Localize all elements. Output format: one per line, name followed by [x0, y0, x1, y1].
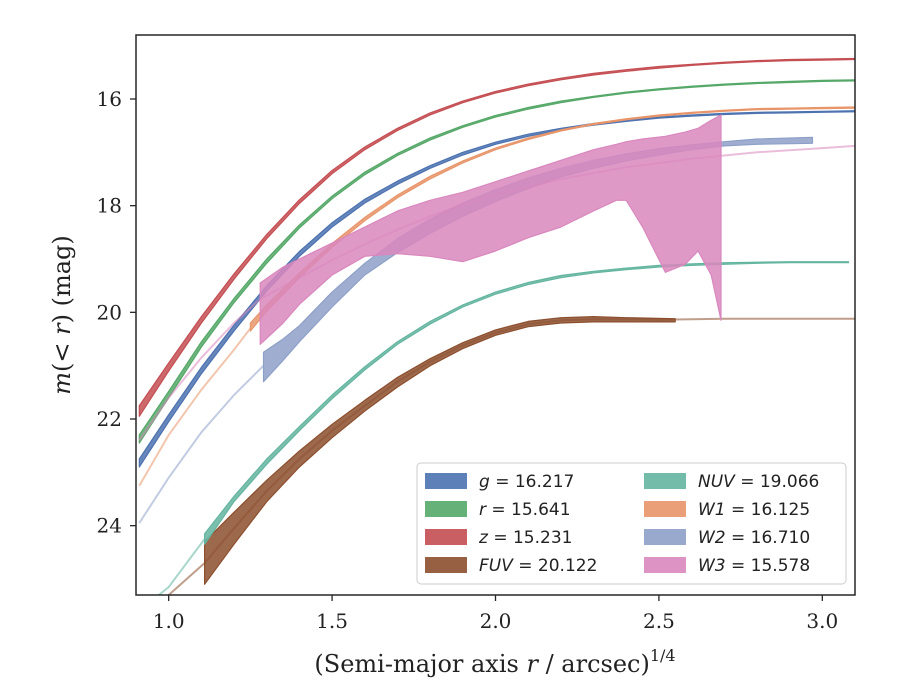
legend-label: g = 16.217	[479, 472, 574, 492]
legend-swatch	[425, 501, 467, 517]
legend-item-z: z = 15.231	[425, 528, 572, 548]
legend-swatch	[644, 473, 686, 489]
legend: g = 16.217 r = 15.641 z = 15.231 FUV = 20.1…	[416, 462, 847, 585]
series-z-band	[138, 57, 855, 417]
series-w3	[138, 114, 855, 441]
series-fuv-band	[204, 316, 676, 585]
x-tick-label: 3.0	[806, 609, 838, 633]
series-g	[138, 110, 855, 468]
legend-swatch	[425, 529, 467, 545]
legend-frame	[416, 462, 847, 585]
y-tick-label: 18	[97, 194, 122, 218]
legend-item-r: r = 15.641	[425, 500, 571, 520]
series-w3-band	[259, 114, 722, 345]
y-tick-label: 20	[97, 300, 122, 324]
series-w1-band	[249, 106, 855, 332]
series-g-band	[138, 110, 855, 468]
series-r-band	[138, 79, 855, 444]
y-tick-label: 24	[97, 514, 122, 538]
y-tick-label: 16	[97, 87, 122, 111]
x-tick-label: 1.0	[153, 609, 185, 633]
y-tick-label: 22	[97, 407, 122, 431]
legend-label: NUV = 19.066	[698, 472, 819, 492]
series-w1	[138, 106, 855, 487]
x-tick-label: 2.0	[480, 609, 512, 633]
series-nuv	[157, 261, 850, 595]
legend-item-nuv: NUV = 19.066	[644, 472, 819, 492]
legend-swatch	[644, 529, 686, 545]
legend-label: r = 15.641	[479, 500, 571, 520]
x-axis-title: (Semi-major axis r / arcsec)1/4	[314, 646, 675, 678]
legend-swatch	[425, 473, 467, 489]
legend-item-w3: W3 = 15.578	[644, 556, 810, 576]
y-axis: 16 18 20 22 24	[97, 87, 136, 538]
legend-label: W2 = 16.710	[698, 528, 810, 548]
legend-swatch	[425, 557, 467, 573]
series-nuv-extrapolation	[157, 538, 206, 595]
legend-swatch	[644, 557, 686, 573]
legend-item-w2: W2 = 16.710	[644, 528, 810, 548]
series-w1-extrapolation	[138, 327, 252, 487]
series-r	[138, 79, 855, 444]
y-axis-title: m(< r) (mag)	[48, 235, 76, 395]
legend-swatch	[644, 501, 686, 517]
x-tick-label: 2.5	[643, 609, 675, 633]
legend-item-fuv: FUV = 20.122	[425, 556, 597, 576]
series-fuv	[168, 316, 855, 595]
legend-label: FUV = 20.122	[479, 556, 597, 576]
x-tick-label: 1.5	[316, 609, 348, 633]
series-layer	[138, 57, 855, 595]
legend-item-w1: W1 = 16.125	[644, 500, 810, 520]
legend-item-g: g = 16.217	[425, 472, 574, 492]
series-w2-extrapolation	[138, 364, 265, 524]
legend-label: z = 15.231	[478, 528, 572, 548]
series-z	[138, 57, 855, 417]
legend-label: W1 = 16.125	[698, 500, 810, 520]
x-axis: 1.0 1.5 2.0 2.5 3.0	[153, 595, 838, 633]
series-nuv-band	[204, 261, 850, 545]
legend-label: W3 = 15.578	[698, 556, 810, 576]
